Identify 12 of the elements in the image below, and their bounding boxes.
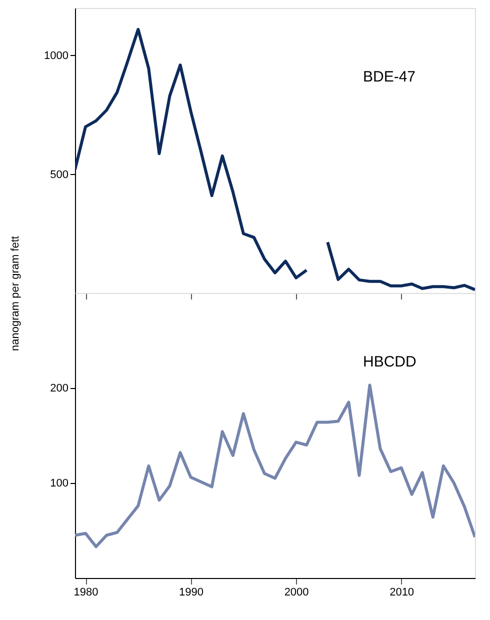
- y-tick-label: 1000: [44, 50, 68, 62]
- x-tick-label: 2010: [390, 586, 414, 598]
- y-tick-label: 500: [50, 168, 68, 181]
- x-tick-label: 1980: [74, 586, 98, 598]
- text: BDE-47: [363, 68, 416, 86]
- y-axis-title: nanogram per gram fett: [10, 236, 22, 351]
- line-series: [75, 384, 475, 548]
- y-tick-label: 200: [50, 382, 68, 394]
- series-label: HBCDD: [363, 353, 416, 370]
- y-tick-label: 100: [50, 478, 68, 490]
- x-tick-label: 2000: [284, 586, 309, 598]
- x-tick-label: 1990: [179, 586, 204, 598]
